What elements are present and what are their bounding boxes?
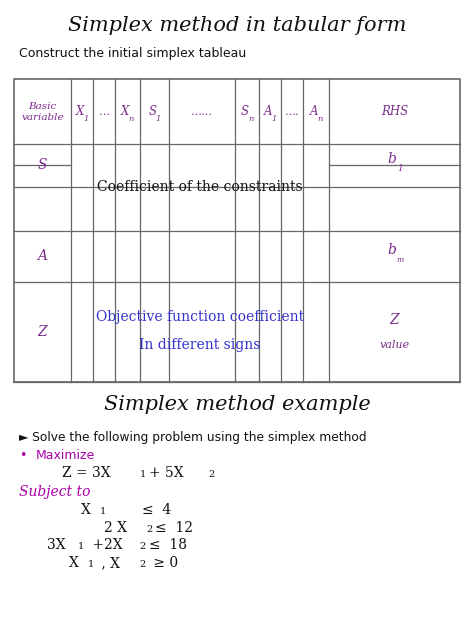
Text: 1: 1 bbox=[100, 507, 106, 516]
Text: ≤  12: ≤ 12 bbox=[155, 521, 193, 535]
Text: S: S bbox=[38, 159, 47, 173]
Text: +2X: +2X bbox=[88, 538, 122, 552]
Text: X: X bbox=[75, 105, 84, 118]
Text: Z: Z bbox=[390, 313, 399, 327]
Text: ……: …… bbox=[191, 107, 213, 117]
Text: 1: 1 bbox=[83, 115, 89, 123]
Text: 2: 2 bbox=[140, 560, 146, 569]
Text: 2: 2 bbox=[140, 542, 146, 551]
Text: 2: 2 bbox=[146, 525, 152, 533]
Text: Basic
variable: Basic variable bbox=[21, 102, 64, 122]
Text: 2: 2 bbox=[209, 470, 215, 479]
Text: 1: 1 bbox=[397, 164, 403, 173]
Text: S: S bbox=[241, 105, 249, 118]
Text: Simplex method example: Simplex method example bbox=[104, 395, 370, 414]
Text: X: X bbox=[81, 503, 91, 517]
Text: 1: 1 bbox=[271, 115, 277, 123]
Text: ≥ 0: ≥ 0 bbox=[149, 556, 178, 570]
Text: m: m bbox=[397, 255, 404, 264]
Text: Z: Z bbox=[38, 325, 47, 339]
Text: b: b bbox=[388, 243, 397, 257]
Text: ….: …. bbox=[284, 107, 299, 117]
Text: n: n bbox=[129, 115, 134, 123]
Text: A: A bbox=[310, 105, 319, 118]
Text: , X: , X bbox=[97, 556, 120, 570]
Text: …: … bbox=[99, 107, 109, 117]
Text: n: n bbox=[248, 115, 253, 123]
Text: Maximize: Maximize bbox=[36, 449, 95, 462]
Text: ≤  4: ≤ 4 bbox=[142, 503, 172, 517]
Text: RHS: RHS bbox=[381, 105, 408, 118]
Text: Coefficient of the constraints: Coefficient of the constraints bbox=[97, 181, 303, 195]
Text: 3X: 3X bbox=[47, 538, 66, 552]
Text: value: value bbox=[380, 340, 410, 350]
Text: Simplex method in tabular form: Simplex method in tabular form bbox=[68, 16, 406, 35]
Text: Objective function coefficient: Objective function coefficient bbox=[96, 310, 304, 324]
Text: n: n bbox=[318, 115, 323, 123]
Text: 1: 1 bbox=[88, 560, 94, 569]
Text: + 5X: + 5X bbox=[149, 466, 184, 480]
Text: Z = 3X: Z = 3X bbox=[62, 466, 110, 480]
Text: A: A bbox=[264, 105, 272, 118]
Text: 2 X: 2 X bbox=[104, 521, 128, 535]
Text: In different signs: In different signs bbox=[139, 338, 261, 352]
Text: X: X bbox=[121, 105, 129, 118]
Text: 1: 1 bbox=[140, 470, 146, 479]
Text: A: A bbox=[37, 250, 47, 264]
Text: b: b bbox=[388, 152, 397, 166]
Text: •: • bbox=[19, 449, 27, 462]
Text: 1: 1 bbox=[78, 542, 84, 551]
Text: X: X bbox=[69, 556, 79, 570]
Text: 1: 1 bbox=[155, 115, 161, 123]
Text: Subject to: Subject to bbox=[19, 485, 91, 499]
Text: ► Solve the following problem using the simplex method: ► Solve the following problem using the … bbox=[19, 431, 366, 444]
Text: ≤  18: ≤ 18 bbox=[149, 538, 187, 552]
Text: S: S bbox=[148, 105, 156, 118]
Text: Construct the initial simplex tableau: Construct the initial simplex tableau bbox=[19, 47, 246, 61]
